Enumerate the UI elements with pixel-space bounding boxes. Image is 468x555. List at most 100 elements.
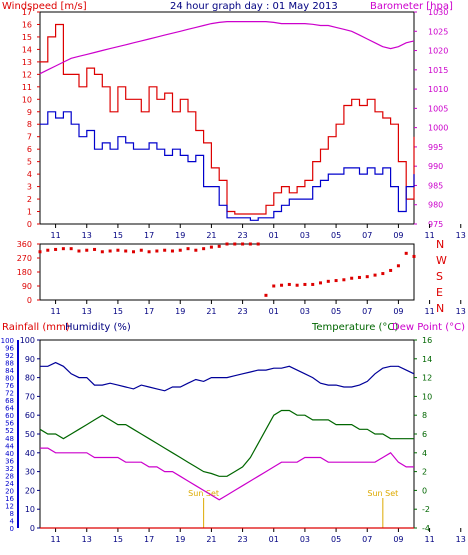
outer-tick-label: 84 bbox=[5, 367, 14, 375]
x-tick-label: 03 bbox=[300, 535, 310, 544]
x-tick-label: 17 bbox=[144, 231, 154, 240]
outer-tick-label: 16 bbox=[5, 495, 14, 503]
chart3-series-1 bbox=[40, 361, 415, 392]
chart1-series-2 bbox=[40, 111, 415, 221]
y-tick-label: 90 bbox=[22, 282, 32, 291]
outer-tick-label: 80 bbox=[5, 375, 14, 383]
chart1-ylabel: Windspeed [m/s] bbox=[2, 1, 87, 12]
wind-direction-point bbox=[280, 283, 284, 287]
x-tick-label: 23 bbox=[237, 535, 247, 544]
y-tick-label: 360 bbox=[17, 240, 32, 249]
y-right-tick-label: 975 bbox=[428, 220, 443, 229]
outer-tick-label: 60 bbox=[5, 412, 14, 420]
y-right-tick-label: 12 bbox=[422, 374, 432, 383]
outer-tick-label: 72 bbox=[5, 390, 14, 398]
x-tick-label: 07 bbox=[362, 535, 372, 544]
y-tick-label: 16 bbox=[22, 20, 32, 29]
chart3-ylabel-right-2: Dew Point (°C) bbox=[392, 322, 465, 333]
y-tick-label: 10 bbox=[22, 95, 32, 104]
wind-direction-point bbox=[295, 283, 299, 287]
x-tick-label: 09 bbox=[393, 307, 403, 316]
y-right-tick-label: 1025 bbox=[428, 27, 448, 36]
wind-direction-point bbox=[357, 275, 361, 279]
y-right-tick-label: 1000 bbox=[428, 124, 448, 133]
x-tick-label: 15 bbox=[113, 535, 123, 544]
x-tick-label: 19 bbox=[175, 535, 185, 544]
outer-tick-label: 48 bbox=[5, 435, 14, 443]
wind-direction-point bbox=[342, 278, 346, 282]
y-right-tick-label: 14 bbox=[422, 355, 432, 364]
y-right-tick-label: 4 bbox=[422, 449, 427, 458]
outer-tick-label: 36 bbox=[5, 457, 14, 465]
wind-direction-point bbox=[163, 248, 167, 252]
y-tick-label: 11 bbox=[22, 83, 32, 92]
x-tick-label: 07 bbox=[362, 231, 372, 240]
wind-direction-point bbox=[202, 247, 206, 251]
x-tick-label: 13 bbox=[456, 535, 466, 544]
wind-direction-point bbox=[124, 249, 128, 253]
outer-tick-label: 52 bbox=[5, 427, 14, 435]
chart1-series-1 bbox=[40, 23, 415, 215]
wind-direction-point bbox=[217, 244, 221, 248]
wind-direction-point bbox=[147, 250, 151, 254]
y-tick-label: 5 bbox=[27, 158, 32, 167]
x-tick-label: 11 bbox=[50, 307, 60, 316]
wind-direction-point bbox=[108, 249, 112, 253]
outer-tick-label: 96 bbox=[5, 345, 14, 353]
y-tick-label: 90 bbox=[25, 355, 35, 364]
outer-tick-label: 44 bbox=[5, 442, 14, 450]
wind-direction-point bbox=[116, 248, 120, 252]
y-tick-label: 30 bbox=[25, 468, 35, 477]
x-tick-label: 13 bbox=[82, 231, 92, 240]
compass-label: N bbox=[436, 302, 444, 315]
wind-direction-point bbox=[287, 282, 291, 286]
outer-tick-label: 92 bbox=[5, 352, 14, 360]
wind-direction-point bbox=[132, 250, 135, 254]
plot-frame-2 bbox=[39, 243, 415, 301]
x-tick-label: 17 bbox=[144, 535, 154, 544]
chart3-ylabel-right: Temperature (°C) bbox=[311, 322, 398, 333]
x-tick-label: 15 bbox=[113, 231, 123, 240]
wind-direction-point bbox=[155, 249, 159, 253]
x-tick-label: 13 bbox=[456, 231, 466, 240]
x-tick-label: 11 bbox=[50, 535, 60, 544]
wind-direction-point bbox=[311, 282, 315, 286]
outer-tick-label: 88 bbox=[5, 360, 14, 368]
x-tick-label: 11 bbox=[424, 231, 434, 240]
wind-direction-point bbox=[381, 272, 385, 276]
x-tick-label: 07 bbox=[362, 307, 372, 316]
outer-tick-label: 24 bbox=[5, 480, 14, 488]
wind-direction-point bbox=[334, 279, 338, 283]
y-right-tick-label: 2 bbox=[422, 468, 427, 477]
outer-tick-label: 12 bbox=[5, 502, 14, 510]
y-tick-label: 180 bbox=[17, 268, 32, 277]
y-tick-label: 40 bbox=[25, 449, 35, 458]
y-tick-label: 20 bbox=[25, 486, 35, 495]
y-tick-label: 13 bbox=[22, 58, 32, 67]
y-right-tick-label: 995 bbox=[428, 143, 443, 152]
wind-direction-point bbox=[404, 251, 408, 255]
wind-direction-point bbox=[46, 248, 50, 252]
wind-direction-point bbox=[93, 247, 97, 251]
wind-direction-point bbox=[264, 293, 268, 297]
y-tick-label: 7 bbox=[27, 133, 32, 142]
x-tick-label: 01 bbox=[269, 535, 279, 544]
wind-direction-point bbox=[170, 249, 174, 253]
y-tick-label: 50 bbox=[25, 430, 35, 439]
y-tick-label: 60 bbox=[25, 411, 35, 420]
y-right-tick-label: 6 bbox=[422, 430, 427, 439]
wind-direction-point bbox=[412, 254, 416, 258]
outer-tick-label: 32 bbox=[5, 465, 14, 473]
x-tick-label: 01 bbox=[269, 231, 279, 240]
wind-direction-point bbox=[326, 279, 330, 283]
chart3-series-2 bbox=[39, 409, 414, 477]
y-right-tick-label: 0 bbox=[422, 486, 427, 495]
wind-direction-point bbox=[100, 250, 104, 254]
y-tick-label: 15 bbox=[22, 33, 32, 42]
chart1-series-3 bbox=[39, 21, 415, 75]
y-right-tick-label: 1010 bbox=[428, 85, 448, 94]
y-right-tick-label: 980 bbox=[428, 201, 443, 210]
wind-direction-point bbox=[241, 242, 245, 246]
